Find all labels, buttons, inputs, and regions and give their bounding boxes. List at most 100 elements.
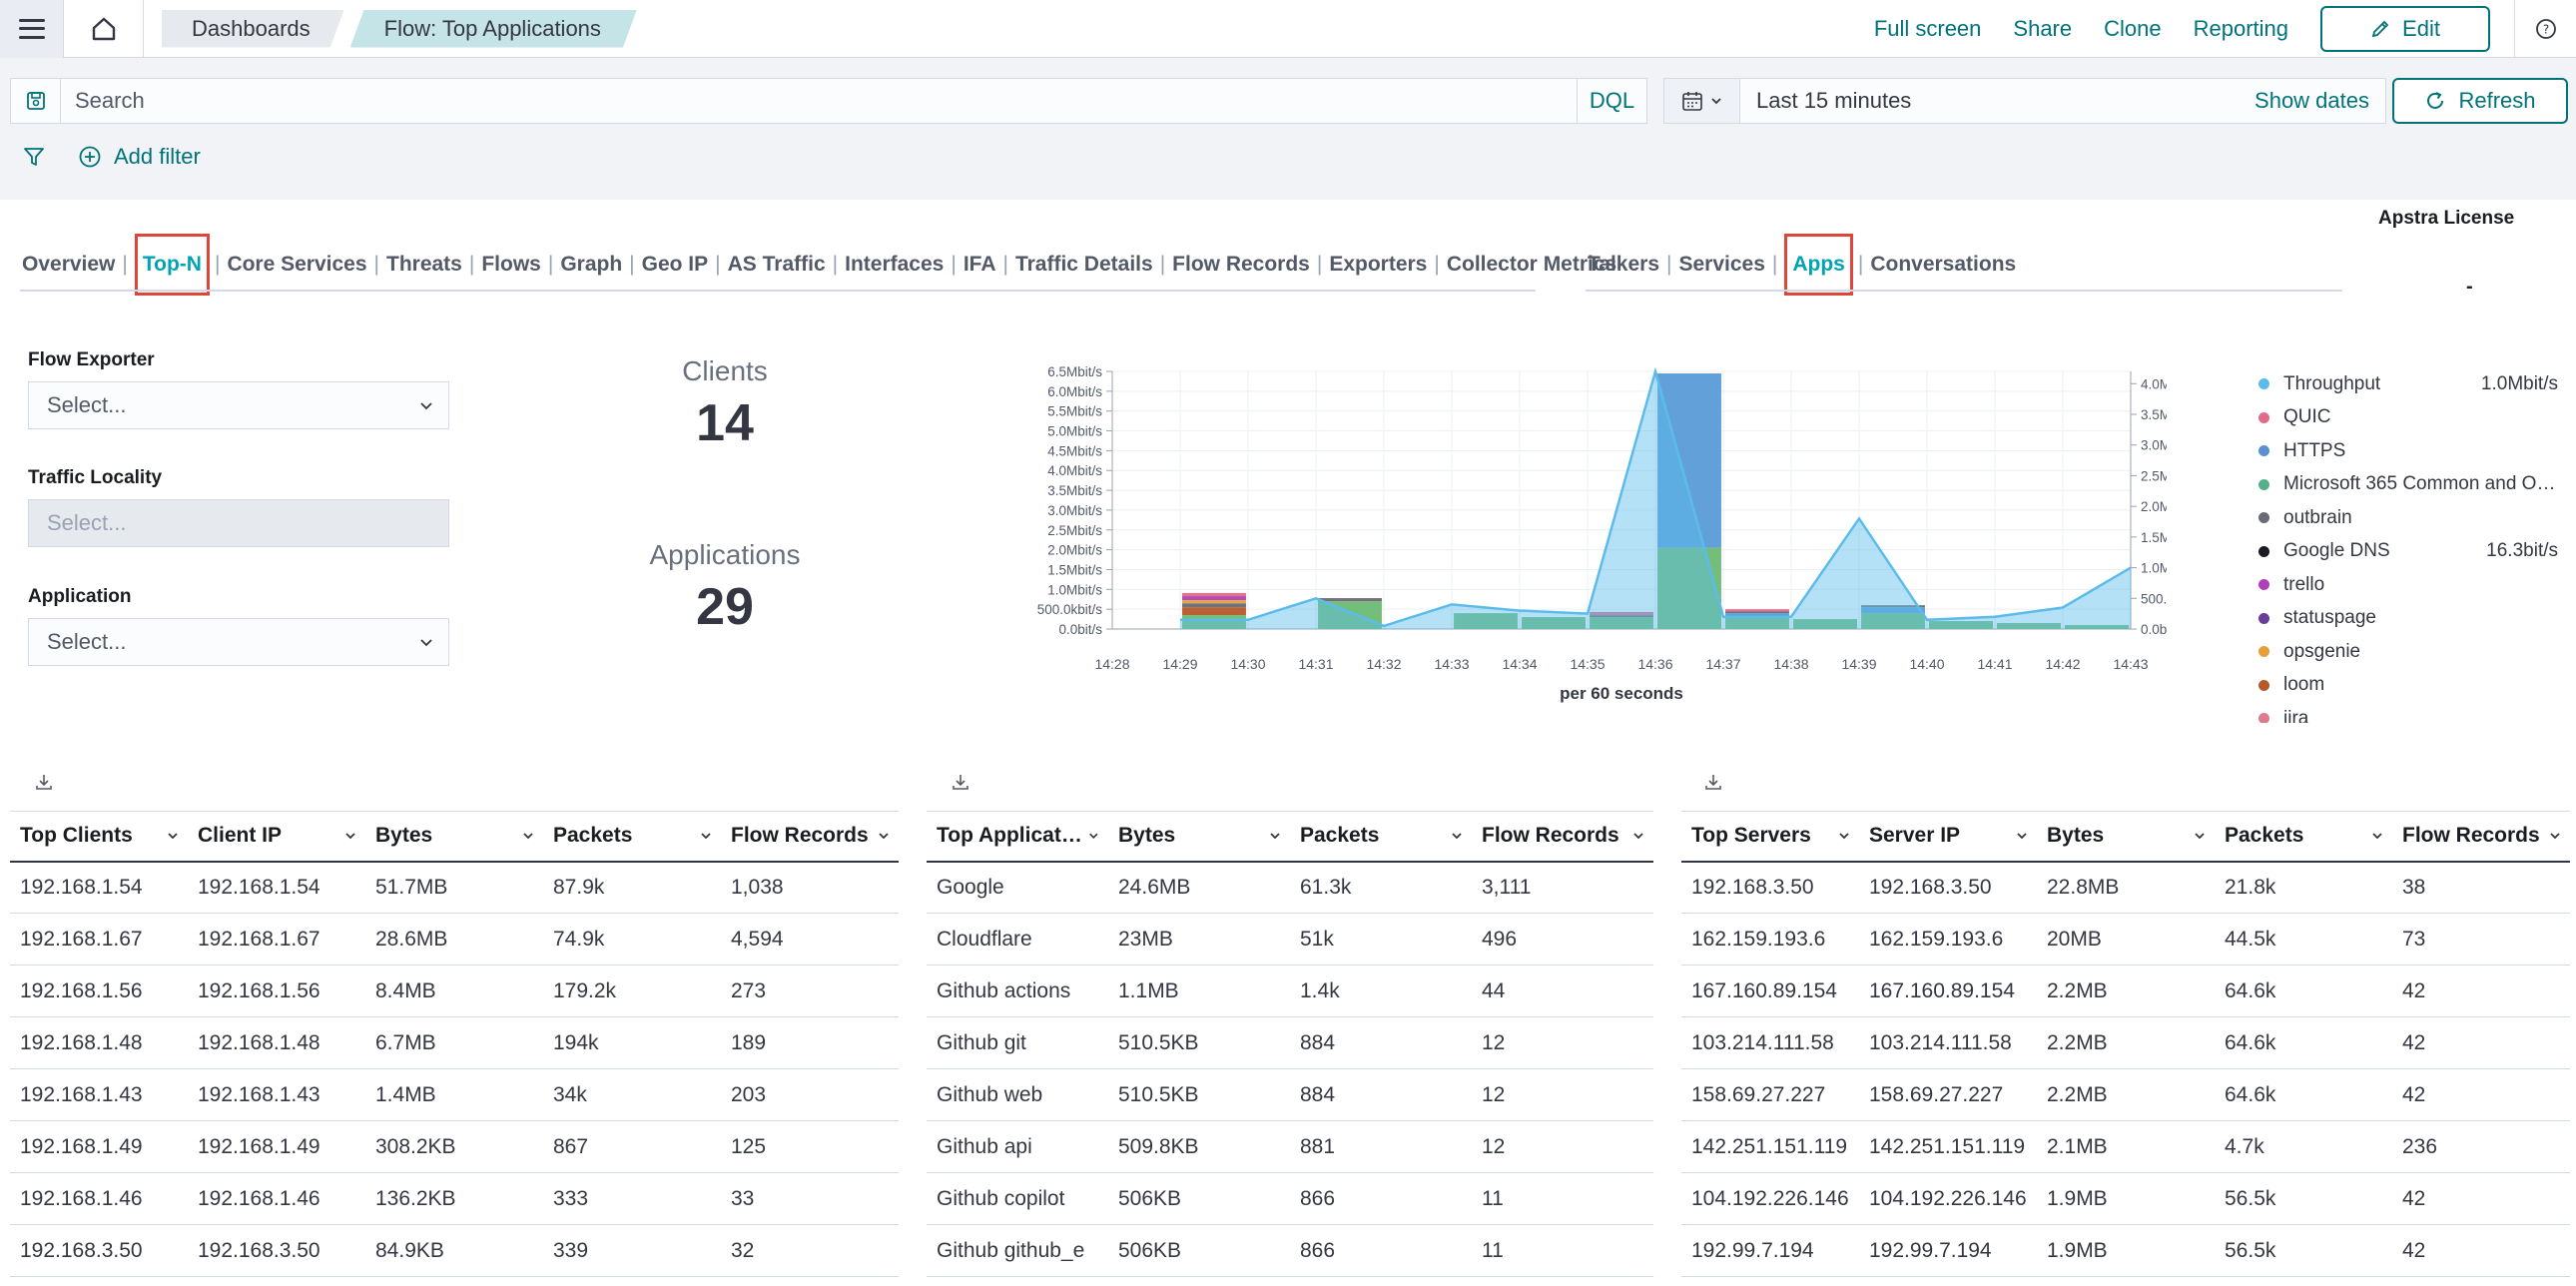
column-header[interactable]: Top Clients xyxy=(10,811,188,863)
full-screen-link[interactable]: Full screen xyxy=(1873,15,1982,41)
legend-item[interactable]: Microsoft 365 Common and Office Online xyxy=(2258,468,2558,502)
table-row[interactable]: 192.168.1.56 192.168.1.56 8.4MB 179.2k 273 xyxy=(10,964,899,1017)
nav-geo-ip[interactable]: Geo IP xyxy=(641,253,709,276)
date-range-text[interactable]: Last 15 minutes xyxy=(1756,88,1912,113)
table-row[interactable]: 192.168.1.49 192.168.1.49 308.2KB 867 125 xyxy=(10,1120,899,1173)
nav-interfaces[interactable]: Interfaces xyxy=(845,253,945,276)
table-row[interactable]: 192.168.1.48 192.168.1.48 6.7MB 194k 189 xyxy=(10,1016,899,1069)
help-button[interactable]: ? xyxy=(2514,0,2576,58)
table-row[interactable]: Github api 509.8KB 881 12 xyxy=(927,1120,1653,1173)
table-row[interactable]: Github web 510.5KB 884 12 xyxy=(927,1068,1653,1121)
nav-traffic-details[interactable]: Traffic Details xyxy=(1014,253,1153,276)
download-icon[interactable] xyxy=(951,772,970,792)
table-row[interactable]: Cloudflare 23MB 51k 496 xyxy=(927,913,1653,965)
legend-item[interactable]: loom xyxy=(2258,669,2558,703)
table-row[interactable]: 192.99.7.194 192.99.7.194 1.9MB 56.5k 42 xyxy=(1681,1224,2570,1277)
table-row[interactable]: Github git 510.5KB 884 12 xyxy=(927,1016,1653,1069)
filter-icon[interactable] xyxy=(22,145,46,169)
sort-chevron-icon[interactable] xyxy=(699,829,713,843)
sort-chevron-icon[interactable] xyxy=(2548,829,2562,843)
table-row[interactable]: Github actions 1.1MB 1.4k 44 xyxy=(927,964,1653,1017)
legend-item[interactable]: Throughput 1.0Mbit/s xyxy=(2258,367,2558,401)
sort-chevron-icon[interactable] xyxy=(2015,829,2029,843)
column-header[interactable]: Flow Records xyxy=(1472,811,1653,863)
refresh-button[interactable]: Refresh xyxy=(2392,78,2568,124)
column-header[interactable]: Client IP xyxy=(188,811,365,863)
edit-button[interactable]: Edit xyxy=(2320,5,2490,52)
sort-chevron-icon[interactable] xyxy=(2370,829,2384,843)
column-header[interactable]: Bytes xyxy=(365,811,543,863)
nav-exporters[interactable]: Exporters xyxy=(1329,253,1428,276)
legend-item[interactable]: QUIC xyxy=(2258,401,2558,435)
sort-chevron-icon[interactable] xyxy=(1087,829,1100,843)
subnav-talkers[interactable]: Talkers xyxy=(1588,253,1659,276)
nav-overview[interactable]: Overview xyxy=(22,253,116,276)
nav-flows[interactable]: Flows xyxy=(481,253,541,276)
reporting-link[interactable]: Reporting xyxy=(2193,15,2288,41)
table-row[interactable]: 104.192.226.146 104.192.226.146 1.9MB 56.5k… xyxy=(1681,1172,2570,1225)
traffic-locality-select[interactable]: Select... xyxy=(28,499,449,547)
sort-chevron-icon[interactable] xyxy=(2193,829,2207,843)
nav-collector-metrics[interactable]: Collector Metrics xyxy=(1446,253,1617,276)
legend-item[interactable]: Google DNS 16.3bit/s xyxy=(2258,535,2558,569)
nav-top-n[interactable]: Top-N xyxy=(134,234,210,296)
table-row[interactable]: 192.168.3.50 192.168.3.50 84.9KB 339 32 xyxy=(10,1224,899,1277)
legend-item[interactable]: jira xyxy=(2258,702,2558,723)
nav-core-services[interactable]: Core Services xyxy=(227,253,367,276)
table-row[interactable]: 167.160.89.154 167.160.89.154 2.2MB 64.6k 42 xyxy=(1681,964,2570,1017)
column-header[interactable]: Bytes xyxy=(1108,811,1290,863)
subnav-services[interactable]: Services xyxy=(1678,253,1765,276)
search-input[interactable] xyxy=(61,88,1577,114)
share-link[interactable]: Share xyxy=(2013,15,2073,41)
column-header[interactable]: Server IP xyxy=(1859,811,2037,863)
table-row[interactable]: 158.69.27.227 158.69.27.227 2.2MB 64.6k 42 xyxy=(1681,1068,2570,1121)
sort-chevron-icon[interactable] xyxy=(1837,829,1851,843)
menu-button[interactable] xyxy=(0,0,64,58)
table-row[interactable]: 103.214.111.58 103.214.111.58 2.2MB 64.6k 42 xyxy=(1681,1016,2570,1069)
add-filter-button[interactable]: Add filter xyxy=(78,144,201,170)
breadcrumb-dashboards[interactable]: Dashboards xyxy=(162,10,344,48)
column-header[interactable]: Flow Records xyxy=(721,811,899,863)
nav-as-traffic[interactable]: AS Traffic xyxy=(727,253,826,276)
subnav-apps[interactable]: Apps xyxy=(1784,234,1853,296)
legend-item[interactable]: statuspage xyxy=(2258,602,2558,636)
sort-chevron-icon[interactable] xyxy=(877,829,891,843)
legend-item[interactable]: trello xyxy=(2258,568,2558,602)
sort-chevron-icon[interactable] xyxy=(1268,829,1282,843)
table-row[interactable]: 162.159.193.6 162.159.193.6 20MB 44.5k 73 xyxy=(1681,913,2570,965)
subnav-conversations[interactable]: Conversations xyxy=(1870,253,2017,276)
application-select[interactable]: Select... xyxy=(28,618,449,666)
flow-exporter-select[interactable]: Select... xyxy=(28,381,449,429)
legend-item[interactable]: outbrain xyxy=(2258,501,2558,535)
home-button[interactable] xyxy=(64,0,144,58)
table-row[interactable]: Github copilot 506KB 866 11 xyxy=(927,1172,1653,1225)
table-row[interactable]: 192.168.1.43 192.168.1.43 1.4MB 34k 203 xyxy=(10,1068,899,1121)
nav-threats[interactable]: Threats xyxy=(386,253,462,276)
column-header[interactable]: Bytes xyxy=(2037,811,2215,863)
table-row[interactable]: 192.168.1.67 192.168.1.67 28.6MB 74.9k 4,594 xyxy=(10,913,899,965)
saved-query-button[interactable] xyxy=(11,79,61,123)
column-header[interactable]: Packets xyxy=(543,811,721,863)
nav-flow-records[interactable]: Flow Records xyxy=(1172,253,1310,276)
table-row[interactable]: Github github_e 506KB 866 11 xyxy=(927,1224,1653,1277)
nav-ifa[interactable]: IFA xyxy=(963,253,996,276)
sort-chevron-icon[interactable] xyxy=(166,829,180,843)
legend-item[interactable]: opsgenie xyxy=(2258,635,2558,669)
column-header[interactable]: Flow Records xyxy=(2392,811,2570,863)
sort-chevron-icon[interactable] xyxy=(1631,829,1645,843)
column-header[interactable]: Top Applications xyxy=(927,811,1108,863)
table-row[interactable]: Google 24.6MB 61.3k 3,111 xyxy=(927,861,1653,914)
column-header[interactable]: Packets xyxy=(2215,811,2392,863)
query-language-button[interactable]: DQL xyxy=(1577,79,1646,123)
show-dates-link[interactable]: Show dates xyxy=(2254,88,2369,113)
legend-item[interactable]: HTTPS xyxy=(2258,434,2558,468)
clone-link[interactable]: Clone xyxy=(2104,15,2162,41)
table-row[interactable]: 142.251.151.119 142.251.151.119 2.1MB 4.7k 2… xyxy=(1681,1120,2570,1173)
sort-chevron-icon[interactable] xyxy=(521,829,535,843)
column-header[interactable]: Top Servers xyxy=(1681,811,1859,863)
column-header[interactable]: Packets xyxy=(1290,811,1472,863)
table-row[interactable]: 192.168.1.46 192.168.1.46 136.2KB 333 33 xyxy=(10,1172,899,1225)
quick-menu-button[interactable] xyxy=(1664,79,1740,123)
download-icon[interactable] xyxy=(1703,772,1723,792)
sort-chevron-icon[interactable] xyxy=(1450,829,1464,843)
